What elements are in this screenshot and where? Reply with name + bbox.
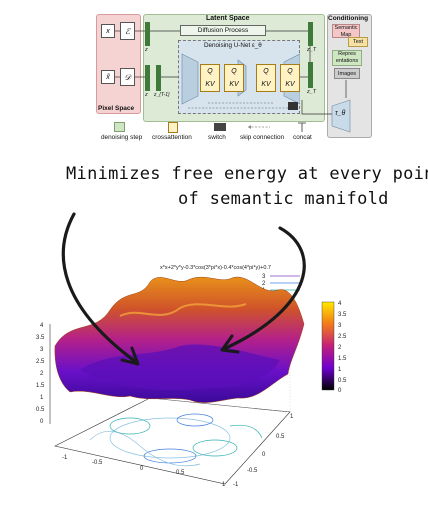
annotation-line-2: of semantic manifold: [178, 189, 389, 209]
x-tick-1: 1: [222, 482, 226, 488]
decoder-box: 𝒟: [120, 68, 135, 86]
z-tick-1.5: 1.5: [36, 383, 45, 389]
legend-skip-connection: skip connection: [240, 134, 285, 141]
z-tick-3.5: 3.5: [36, 335, 45, 341]
legend-crossattention-icon: [168, 122, 178, 133]
legend-concat: concat: [293, 134, 312, 141]
attention-block-2: Q KV: [224, 64, 244, 92]
y-tick-1: 1: [290, 414, 294, 420]
cbar-tick-3.5: 3.5: [338, 312, 347, 318]
x-label: x: [106, 28, 110, 35]
zT-label-top: z_T: [307, 47, 317, 53]
cbar-tick-0.5: 0.5: [338, 378, 347, 384]
z-tick-4: 4: [40, 323, 44, 329]
latent-zT-bar-bottom: [308, 62, 313, 88]
attn-kv-2: KV: [229, 81, 239, 88]
attn-kv-3: KV: [261, 81, 271, 88]
tau-encoder-shape: [331, 99, 351, 133]
cond-representations: Repres entations: [332, 50, 362, 66]
y-tick--0.5: -0.5: [247, 468, 258, 474]
x-tick--1: -1: [62, 455, 68, 461]
zT1-label: z_{T-1}: [154, 92, 170, 98]
y-tick-0.5: 0.5: [276, 434, 285, 440]
cbar-tick-1: 1: [338, 367, 342, 373]
x-tick-0.5: 0.5: [176, 470, 185, 476]
zT-label-bottom: z_T: [307, 89, 317, 95]
z-tick-1: 1: [40, 395, 44, 401]
tau-label: τ_θ: [335, 110, 346, 117]
legend-skip-connection-icon: [248, 125, 270, 129]
cbar-tick-2: 2: [338, 345, 342, 351]
legend-crossattention: crossattention: [152, 134, 192, 141]
legend-concat-icon: [298, 122, 306, 132]
left-arrow-head: [120, 346, 140, 366]
cbar-tick-4: 4: [338, 301, 342, 307]
right-arrow: [224, 226, 306, 350]
contour-level-2: 2: [262, 281, 266, 287]
diagram-arrows: [115, 30, 347, 115]
attn-q-2: Q: [231, 68, 237, 75]
diffusion-process-label: Diffusion Process: [197, 27, 249, 34]
encoder-box: ℰ: [120, 22, 135, 40]
base-contours: [89, 413, 263, 467]
x-tick-0: 0: [140, 466, 144, 472]
annotation-line-1: Minimizes free energy at every point: [66, 164, 428, 184]
cbar-tick-1.5: 1.5: [338, 356, 347, 362]
x-tick--0.5: -0.5: [92, 460, 103, 466]
legend-denoising-step: denoising step: [101, 134, 143, 141]
cbar-tick-0: 0: [338, 388, 342, 394]
cbar-tick-3: 3: [338, 323, 342, 329]
attention-block-1: Q KV: [200, 64, 220, 92]
z-tick-3: 3: [40, 347, 44, 353]
z-tick-2.5: 2.5: [36, 359, 45, 365]
legend-switch-icon: [214, 123, 226, 131]
left-arrow: [61, 212, 138, 364]
z-tick-0: 0: [40, 419, 44, 425]
latent-zT1-bar: [156, 65, 161, 91]
attn-q-1: Q: [207, 68, 213, 75]
legend-switch: switch: [208, 134, 226, 141]
denoising-unet-label: Denoising U-Net ε_θ: [204, 42, 262, 49]
z-label-top: z: [145, 47, 148, 53]
colorbar: [321, 301, 335, 391]
z-tick-0.5: 0.5: [36, 407, 45, 413]
latent-z-bar-bottom: [145, 65, 150, 91]
right-arrow-head: [220, 334, 240, 354]
latent-diffusion-diagram: Pixel Space x ℰ x̃ 𝒟 Latent Space z z_T …: [96, 10, 372, 150]
contour-level-3: 3: [262, 274, 266, 280]
latent-z-bar-top: [145, 22, 150, 46]
unet-encoder-shape: [181, 53, 199, 105]
decoder-label: 𝒟: [124, 73, 131, 82]
pixel-space-label: Pixel Space: [98, 105, 135, 112]
cbar-tick-2.5: 2.5: [338, 334, 347, 340]
attn-kv-1: KV: [205, 81, 215, 88]
function-label: x*x+2*y*y-0.3*cos(3*pi*x)-0.4*cos(4*pi*y…: [160, 265, 271, 271]
base-plane: [54, 397, 291, 485]
z-label-bottom: z: [145, 92, 148, 98]
attention-block-3: Q KV: [256, 64, 276, 92]
input-x-box: x: [101, 24, 115, 38]
cond-semantic-map: Semantic Map: [332, 24, 360, 38]
z-tick-2: 2: [40, 371, 44, 377]
attention-block-4: Q KV: [280, 64, 300, 92]
latent-zT-bar-top: [308, 22, 313, 46]
legend-denoising-step-icon: [114, 122, 125, 132]
cond-text: Text: [348, 37, 368, 47]
y-tick-0: 0: [262, 452, 266, 458]
attn-q-4: Q: [287, 68, 293, 75]
y-tick--1: -1: [233, 482, 239, 488]
attn-q-3: Q: [263, 68, 269, 75]
switch-icon: [288, 102, 298, 110]
conditioning-title: Conditioning: [328, 15, 369, 22]
energy-surface-ridge: [119, 303, 247, 317]
cond-images: Images: [334, 68, 360, 79]
encoder-label: ℰ: [125, 27, 130, 36]
x-tilde-label: x̃: [106, 74, 110, 81]
output-x-tilde-box: x̃: [101, 70, 115, 84]
diffusion-process-box: Diffusion Process: [180, 25, 266, 36]
attn-kv-4: KV: [285, 81, 295, 88]
latent-space-title: Latent Space: [206, 15, 250, 22]
